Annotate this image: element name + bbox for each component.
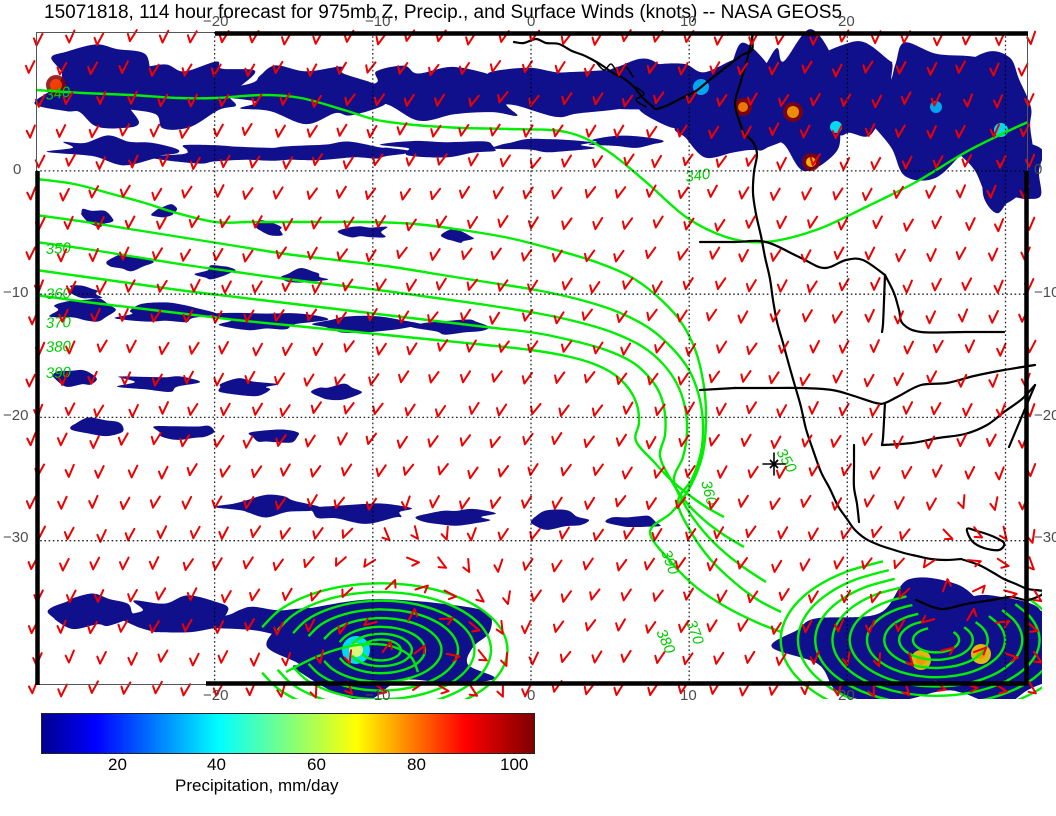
svg-text:380: 380 xyxy=(46,338,72,356)
svg-text:370: 370 xyxy=(46,314,72,332)
svg-text:340: 340 xyxy=(684,166,712,186)
